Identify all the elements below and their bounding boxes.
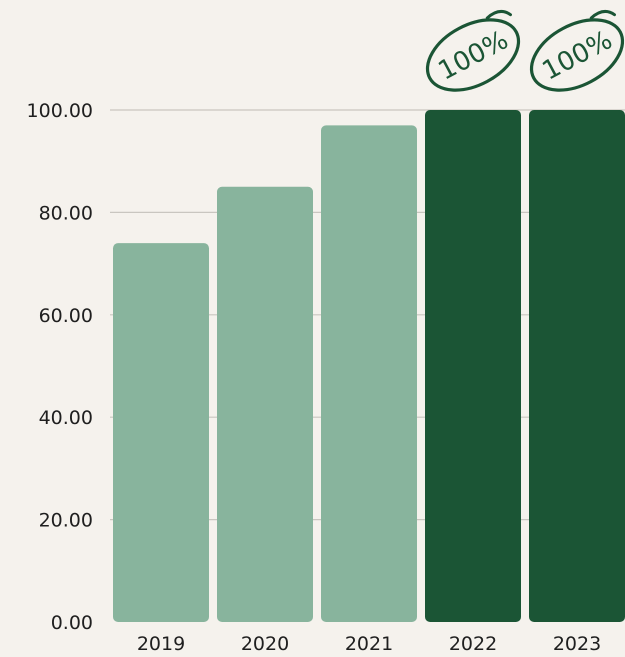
bar-2019 bbox=[113, 243, 209, 622]
circle-mark bbox=[529, 18, 625, 92]
y-tick-label: 60.00 bbox=[39, 305, 93, 327]
circle-overlap-stroke bbox=[485, 10, 512, 20]
y-tick-label: 40.00 bbox=[39, 407, 93, 429]
bar-2021 bbox=[321, 125, 417, 623]
annotations: 100% 100% bbox=[425, 10, 625, 92]
circle-mark bbox=[425, 18, 521, 92]
x-tick-label: 2023 bbox=[553, 633, 601, 655]
y-tick-label: 20.00 bbox=[39, 510, 93, 532]
x-axis: 2019 2020 2021 2022 2023 bbox=[137, 633, 601, 655]
bar-2022 bbox=[425, 110, 521, 622]
x-tick-label: 2022 bbox=[449, 633, 497, 655]
bar-2023 bbox=[529, 110, 625, 622]
y-tick-label: 0.00 bbox=[51, 612, 93, 634]
y-tick-label: 80.00 bbox=[39, 202, 93, 224]
bars bbox=[113, 110, 625, 623]
y-axis: 0.00 20.00 40.00 60.00 80.00 100.00 bbox=[27, 100, 93, 634]
x-tick-label: 2021 bbox=[345, 633, 393, 655]
x-tick-label: 2019 bbox=[137, 633, 185, 655]
annotation-label: 100% bbox=[434, 25, 514, 86]
badge-2023: 100% bbox=[529, 10, 625, 92]
x-tick-label: 2020 bbox=[241, 633, 289, 655]
annotation-label: 100% bbox=[538, 25, 618, 86]
badge-2022: 100% bbox=[425, 10, 521, 92]
bar-2020 bbox=[217, 186, 313, 623]
y-tick-label: 100.00 bbox=[27, 100, 93, 122]
circle-overlap-stroke bbox=[589, 10, 616, 20]
